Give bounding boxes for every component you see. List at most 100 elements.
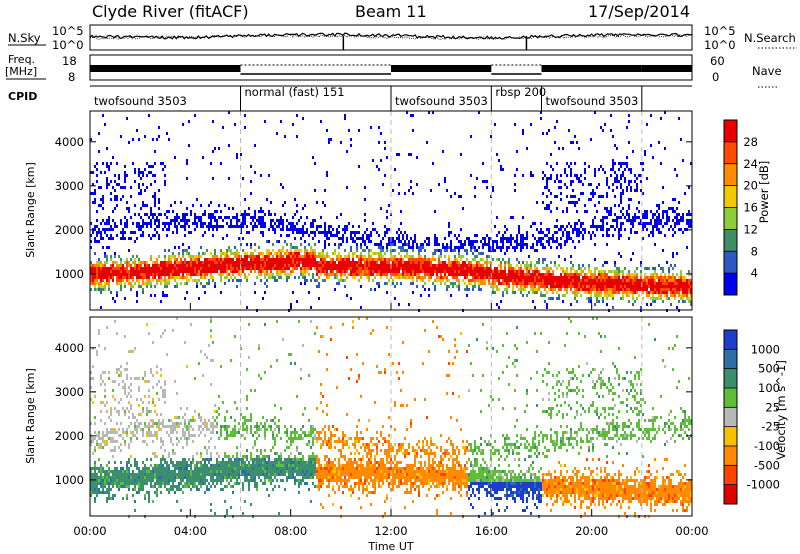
power-cell-2718 <box>494 285 496 288</box>
power-cell-3743 <box>626 213 628 216</box>
power-cell-527 <box>154 270 156 273</box>
power-cell-305 <box>126 258 128 261</box>
power-cell-2446 <box>452 249 454 252</box>
power-cell-620 <box>166 285 168 288</box>
power-cell-2375 <box>440 249 442 252</box>
velocity-cell-662 <box>170 419 172 422</box>
power-cell-998 <box>224 264 226 267</box>
power-cell-4030 <box>662 282 664 285</box>
velocity-cell-509 <box>150 482 152 485</box>
power-cell-126 <box>104 231 106 234</box>
power-cell-1661 <box>324 261 326 264</box>
power-cell-951 <box>216 258 218 261</box>
velocity-cell-225 <box>116 440 118 443</box>
power-cell-2710 <box>494 240 496 243</box>
power-cell-927 <box>212 270 214 273</box>
power-cell-3372 <box>582 234 584 237</box>
power-cell-560 <box>158 270 160 273</box>
power-cell-4028 <box>662 276 664 279</box>
power-cell-1821 <box>350 270 352 273</box>
velocity-cell-468 <box>146 458 148 461</box>
power-cell-171 <box>108 276 110 279</box>
velocity-cell-453 <box>144 476 146 479</box>
power-cell-3812 <box>634 189 636 192</box>
power-cell-4214 <box>690 213 692 216</box>
power-cell-355 <box>134 213 136 216</box>
power-cell-3498 <box>598 285 600 288</box>
power-cell-137 <box>104 288 106 291</box>
velocity-cell-629 <box>164 467 166 470</box>
power-cell-824 <box>198 216 200 219</box>
power-cell-2912 <box>524 237 526 240</box>
power-cell-4029 <box>662 279 664 282</box>
power-cell-812 <box>196 222 198 225</box>
velocity-cell-407 <box>138 473 140 476</box>
velocity-cell-595 <box>160 476 162 479</box>
velocity-cell-223 <box>116 422 118 425</box>
velocity-cell-213 <box>114 470 116 473</box>
velocity-cell-327 <box>128 467 130 470</box>
power-cell-2381 <box>440 270 442 273</box>
power-cell-3244 <box>566 285 568 288</box>
power-cell-3838 <box>636 285 638 288</box>
power-cell-3378 <box>582 282 584 285</box>
power-cell-3164 <box>556 282 558 285</box>
power-cell-3664 <box>618 168 620 171</box>
velocity-cell-397 <box>136 491 138 494</box>
power-cell-2391 <box>442 267 444 270</box>
power-cell-2819 <box>510 264 512 267</box>
power-cell-3217 <box>564 243 566 246</box>
power-cell-1736 <box>338 231 340 234</box>
power-cell-1990 <box>378 267 380 270</box>
power-cell-3419 <box>588 297 590 300</box>
power-cell-1695 <box>330 225 332 228</box>
velocity-cell-401 <box>138 404 140 407</box>
power-cell-896 <box>208 270 210 273</box>
power-cell-1435 <box>290 264 292 267</box>
nave-tick-bottom: 0 <box>712 70 719 84</box>
power-cell-2834 <box>512 285 514 288</box>
power-cell-3521 <box>602 216 604 219</box>
power-cell-2971 <box>532 285 534 288</box>
power-cell-3758 <box>628 183 630 186</box>
power-cell-1105 <box>240 270 242 273</box>
power-cell-3492 <box>598 225 600 228</box>
power-cell-397 <box>138 279 140 282</box>
power-cell-4010 <box>660 273 662 276</box>
power-cell-779 <box>190 258 192 261</box>
velocity-cell-224 <box>116 431 118 434</box>
power-cell-2597 <box>476 249 478 252</box>
power-cell-3431 <box>590 279 592 282</box>
power-cell-2743 <box>498 279 500 282</box>
power-cell-1748 <box>338 282 340 285</box>
power-cell-322 <box>128 276 130 279</box>
power-cell-1657 <box>324 243 326 246</box>
power-cell-1385 <box>282 267 284 270</box>
velocity-cell-7 <box>90 440 92 443</box>
power-cell-3266 <box>570 195 572 198</box>
power-cell-3522 <box>602 219 604 222</box>
power-cell-311 <box>126 276 128 279</box>
power-cell-350 <box>132 285 134 288</box>
power-cell-1849 <box>356 243 358 246</box>
power-cell-2621 <box>480 258 482 261</box>
power-cell-2770 <box>502 276 504 279</box>
power-cell-3312 <box>574 285 576 288</box>
power-cell-2109 <box>396 261 398 264</box>
power-cell-4105 <box>674 198 676 201</box>
velocity-cell-217 <box>114 482 116 485</box>
power-cell-1635 <box>320 267 322 270</box>
power-cell-877 <box>206 225 208 228</box>
power-cell-3623 <box>612 297 614 300</box>
power-cell-2014 <box>382 249 384 252</box>
power-cell-3853 <box>640 174 642 177</box>
power-cell-326 <box>130 195 132 198</box>
power-cell-1691 <box>328 267 330 270</box>
power-cell-450 <box>146 186 148 189</box>
power-cell-394 <box>138 270 140 273</box>
velocity-cell-353 <box>132 350 134 353</box>
power-cell-841 <box>200 246 202 249</box>
power-cell-649 <box>172 210 174 213</box>
power-cell-0 <box>90 138 92 141</box>
power-cell-546 <box>158 135 160 138</box>
